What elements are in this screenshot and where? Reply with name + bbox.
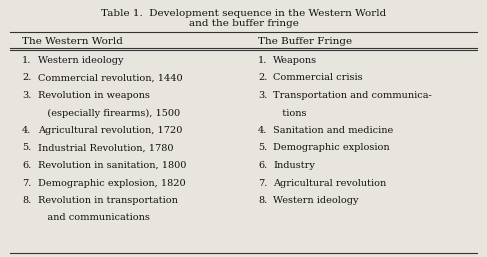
Text: tions: tions [273, 108, 306, 117]
Text: The Buffer Fringe: The Buffer Fringe [258, 37, 352, 46]
Text: Western ideology: Western ideology [273, 196, 358, 205]
Text: 5.: 5. [22, 143, 31, 152]
Text: 3.: 3. [258, 91, 267, 100]
Text: Commercial revolution, 1440: Commercial revolution, 1440 [38, 74, 183, 82]
Text: The Western World: The Western World [22, 37, 123, 46]
Text: 3.: 3. [22, 91, 31, 100]
Text: 7.: 7. [258, 179, 267, 188]
Text: 1.: 1. [22, 56, 31, 65]
Text: Revolution in sanitation, 1800: Revolution in sanitation, 1800 [38, 161, 187, 170]
Text: 1.: 1. [258, 56, 267, 65]
Text: Agricultural revolution: Agricultural revolution [273, 179, 386, 188]
Text: Agricultural revolution, 1720: Agricultural revolution, 1720 [38, 126, 182, 135]
Text: Industry: Industry [273, 161, 315, 170]
Text: 6.: 6. [258, 161, 267, 170]
Text: 7.: 7. [22, 179, 31, 188]
Text: Transportation and communica-: Transportation and communica- [273, 91, 432, 100]
Text: 6.: 6. [22, 161, 31, 170]
Text: and communications: and communications [38, 214, 150, 223]
Text: Revolution in weapons: Revolution in weapons [38, 91, 150, 100]
Text: 2.: 2. [258, 74, 267, 82]
Text: Demographic explosion: Demographic explosion [273, 143, 390, 152]
Text: and the buffer fringe: and the buffer fringe [188, 19, 299, 28]
Text: 8.: 8. [22, 196, 31, 205]
Text: Western ideology: Western ideology [38, 56, 124, 65]
Text: 4.: 4. [22, 126, 31, 135]
Text: 5.: 5. [258, 143, 267, 152]
Text: 2.: 2. [22, 74, 31, 82]
Text: Table 1.  Development sequence in the Western World: Table 1. Development sequence in the Wes… [101, 9, 386, 18]
Text: Revolution in transportation: Revolution in transportation [38, 196, 178, 205]
Text: Commercial crisis: Commercial crisis [273, 74, 363, 82]
Text: (especially firearms), 1500: (especially firearms), 1500 [38, 108, 180, 118]
Text: 8.: 8. [258, 196, 267, 205]
Text: Demographic explosion, 1820: Demographic explosion, 1820 [38, 179, 186, 188]
Text: Weapons: Weapons [273, 56, 317, 65]
Text: 4.: 4. [258, 126, 267, 135]
Text: Industrial Revolution, 1780: Industrial Revolution, 1780 [38, 143, 173, 152]
Text: Sanitation and medicine: Sanitation and medicine [273, 126, 393, 135]
